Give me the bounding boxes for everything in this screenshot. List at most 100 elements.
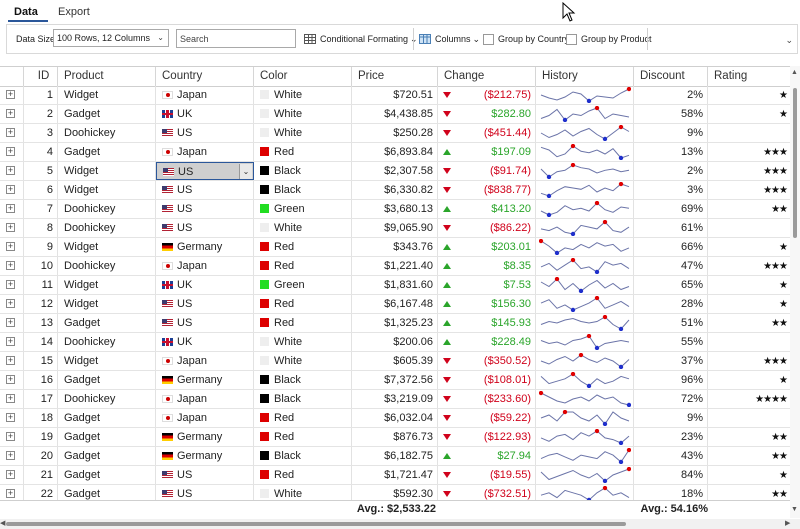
color-cell[interactable]: White [254,124,352,142]
table-row[interactable]: +13 Gadget US Red $1,325.23 $145.93 51% ★★ [0,314,800,333]
scroll-left-icon[interactable]: ◀ [0,520,6,527]
change-cell[interactable]: ($838.77) [438,181,536,199]
country-cell[interactable]: Japan [156,390,254,408]
product-cell[interactable]: Gadget [58,466,156,484]
change-cell[interactable]: ($212.75) [438,86,536,104]
discount-cell[interactable]: 2% [634,86,708,104]
expand-row-icon[interactable]: + [6,146,15,156]
discount-cell[interactable]: 72% [634,390,708,408]
discount-cell[interactable]: 13% [634,143,708,161]
product-cell[interactable]: Doohickey [58,333,156,351]
product-cell[interactable]: Gadget [58,143,156,161]
discount-cell[interactable]: 47% [634,257,708,275]
country-cell[interactable]: US [156,181,254,199]
change-cell[interactable]: ($233.60) [438,390,536,408]
expand-row-icon[interactable]: + [6,412,15,422]
table-row[interactable]: +12 Widget US Red $6,167.48 $156.30 28% ★ [0,295,800,314]
country-cell[interactable]: US [156,295,254,313]
country-cell[interactable]: US [156,485,254,503]
change-cell[interactable]: $145.93 [438,314,536,332]
column-header-price[interactable]: Price [352,67,438,86]
expand-row-icon[interactable]: + [6,165,15,175]
price-cell[interactable]: $2,307.58 [352,162,438,180]
discount-cell[interactable]: 58% [634,105,708,123]
table-row[interactable]: +4 Gadget Japan Red $6,893.84 $197.09 13% ★★★ [0,143,800,162]
scroll-down-icon[interactable]: ▼ [791,506,798,513]
color-cell[interactable]: Green [254,276,352,294]
price-cell[interactable]: $3,219.09 [352,390,438,408]
color-cell[interactable]: Red [254,295,352,313]
expand-row-icon[interactable]: + [6,184,15,194]
rating-cell[interactable] [708,333,792,351]
price-cell[interactable]: $9,065.90 [352,219,438,237]
change-cell[interactable]: $156.30 [438,295,536,313]
price-cell[interactable]: $6,182.75 [352,447,438,465]
discount-cell[interactable]: 96% [634,371,708,389]
product-cell[interactable]: Widget [58,86,156,104]
discount-cell[interactable]: 2% [634,162,708,180]
table-row[interactable]: +11 Widget UK Green $1,831.60 $7.53 65% ★ [0,276,800,295]
scroll-up-icon[interactable]: ▲ [791,69,798,76]
price-cell[interactable]: $6,167.48 [352,295,438,313]
discount-cell[interactable]: 66% [634,238,708,256]
expand-row-icon[interactable]: + [6,393,15,403]
color-cell[interactable]: White [254,485,352,503]
table-row[interactable]: +14 Doohickey UK White $200.06 $228.49 55% [0,333,800,352]
price-cell[interactable]: $6,330.82 [352,181,438,199]
color-cell[interactable]: White [254,219,352,237]
collapse-ribbon-icon[interactable]: ⌄ [785,35,793,45]
table-row[interactable]: +10 Doohickey Japan Red $1,221.40 $8.35 47% ★★★ [0,257,800,276]
country-cell[interactable]: Germany [156,371,254,389]
expand-row-icon[interactable]: + [6,374,15,384]
expand-row-icon[interactable]: + [6,127,15,137]
product-cell[interactable]: Gadget [58,409,156,427]
rating-cell[interactable] [708,219,792,237]
country-cell[interactable]: Japan [156,409,254,427]
rating-cell[interactable]: ★ [708,105,792,123]
rating-cell[interactable]: ★★★ [708,352,792,370]
country-cell[interactable]: Germany [156,238,254,256]
discount-cell[interactable]: 43% [634,447,708,465]
discount-cell[interactable]: 51% [634,314,708,332]
column-header-change[interactable]: Change [438,67,536,86]
change-cell[interactable]: ($19.55) [438,466,536,484]
expand-row-icon[interactable]: + [6,89,15,99]
table-row[interactable]: +1 Widget Japan White $720.51 ($212.75) 2% ★ [0,86,800,105]
change-cell[interactable]: ($451.44) [438,124,536,142]
country-cell[interactable]: Japan [156,86,254,104]
expand-row-icon[interactable]: + [6,488,15,498]
expand-row-icon[interactable]: + [6,203,15,213]
rating-cell[interactable]: ★ [708,276,792,294]
table-row[interactable]: +5 Widget US ⌄ Black $2,307.58 ($91.74) 2% ★★★ [0,162,800,181]
rating-cell[interactable]: ★ [708,371,792,389]
table-row[interactable]: +3 Doohickey US White $250.28 ($451.44) 9% [0,124,800,143]
price-cell[interactable]: $4,438.85 [352,105,438,123]
change-cell[interactable]: $7.53 [438,276,536,294]
color-cell[interactable]: Red [254,143,352,161]
search-input[interactable]: Search [176,29,296,48]
change-cell[interactable]: ($91.74) [438,162,536,180]
expand-row-icon[interactable]: + [6,222,15,232]
change-cell[interactable]: ($86.22) [438,219,536,237]
discount-cell[interactable]: 37% [634,352,708,370]
price-cell[interactable]: $343.76 [352,238,438,256]
vertical-scroll-thumb[interactable] [793,88,797,238]
table-row[interactable]: +16 Gadget Germany Black $7,372.56 ($108.01) 9… [0,371,800,390]
product-cell[interactable]: Widget [58,181,156,199]
expand-row-icon[interactable]: + [6,298,15,308]
table-row[interactable]: +18 Gadget Japan Red $6,032.04 ($59.22) 9% [0,409,800,428]
rating-cell[interactable] [708,409,792,427]
product-cell[interactable]: Doohickey [58,124,156,142]
country-cell[interactable]: UK [156,276,254,294]
color-cell[interactable]: White [254,86,352,104]
change-cell[interactable]: ($108.01) [438,371,536,389]
price-cell[interactable]: $250.28 [352,124,438,142]
rating-cell[interactable]: ★ [708,295,792,313]
rating-cell[interactable]: ★★ [708,447,792,465]
table-row[interactable]: +19 Gadget Germany Red $876.73 ($122.93) 23% ★★ [0,428,800,447]
color-cell[interactable]: Black [254,371,352,389]
change-cell[interactable]: $27.94 [438,447,536,465]
discount-cell[interactable]: 55% [634,333,708,351]
price-cell[interactable]: $592.30 [352,485,438,503]
horizontal-scrollbar[interactable]: ◀ ▶ [0,519,800,529]
